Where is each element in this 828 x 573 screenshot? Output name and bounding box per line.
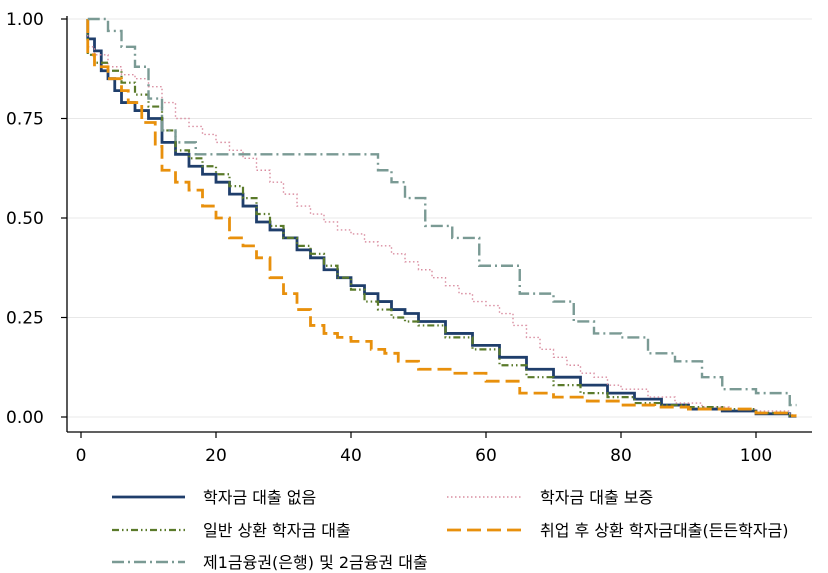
axes xyxy=(66,16,812,433)
series-line xyxy=(87,17,797,407)
y-tick-label: 0.50 xyxy=(6,209,44,229)
y-tick-label: 0.75 xyxy=(6,110,44,130)
legend-label: 제1금융권(은행) 및 2금융권 대출 xyxy=(203,553,428,572)
legend-label: 취업 후 상환 학자금대출(든든학자금) xyxy=(540,521,789,540)
series-line xyxy=(86,19,797,418)
series-layer xyxy=(86,17,797,418)
grid-lines xyxy=(67,18,812,418)
y-tick-label: 0.25 xyxy=(6,309,44,329)
x-tick-label: 60 xyxy=(475,446,497,466)
y-tick-label: 1.00 xyxy=(6,10,44,30)
series-line xyxy=(86,19,797,417)
x-tick-label: 80 xyxy=(610,446,632,466)
legend-label: 일반 상환 학자금 대출 xyxy=(203,521,351,540)
series-line xyxy=(87,19,797,416)
tick-labels: 0.00 0.25 0.50 0.75 1.00 0 20 40 60 80 100 xyxy=(6,10,772,466)
x-tick-label: 20 xyxy=(205,446,227,466)
x-tick-label: 100 xyxy=(740,446,772,466)
x-tick-label: 0 xyxy=(76,446,87,466)
legend-label: 학자금 대출 보증 xyxy=(540,488,653,507)
y-tick-label: 0.00 xyxy=(6,408,44,428)
legend-label: 학자금 대출 없음 xyxy=(203,488,316,507)
series-line xyxy=(86,19,797,418)
x-tick-label: 40 xyxy=(340,446,362,466)
